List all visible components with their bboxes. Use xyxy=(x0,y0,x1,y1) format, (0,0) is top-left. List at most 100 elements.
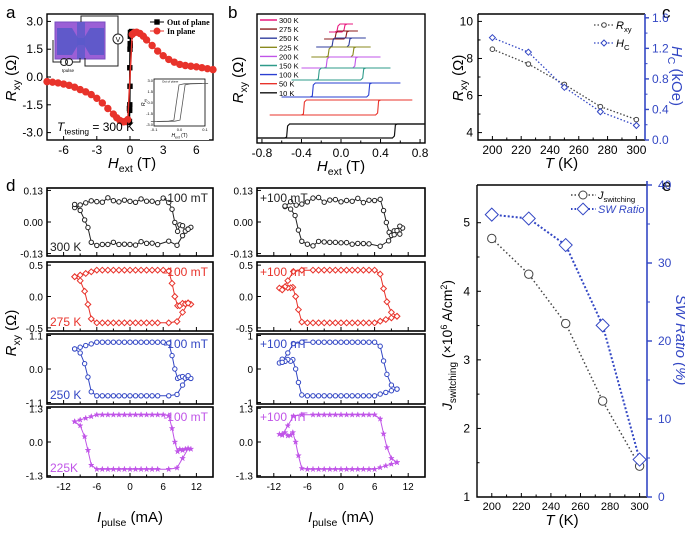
data-point xyxy=(71,346,78,352)
data-point xyxy=(176,445,184,453)
data-point xyxy=(371,339,378,345)
y2-tick-label: 40 xyxy=(658,178,672,192)
y2-tick-label: 0.4 xyxy=(652,102,669,116)
x-tick-label: 0.4 xyxy=(372,146,389,160)
data-point xyxy=(524,48,533,56)
data-point xyxy=(332,393,339,399)
inset-x-tick-label: -0.1 xyxy=(151,127,159,132)
y-tick-label: -0.5 xyxy=(26,324,44,335)
data-point xyxy=(309,465,317,473)
field-label: -100 mT xyxy=(163,337,208,351)
data-point xyxy=(127,339,133,345)
y-tick-label: 0.5 xyxy=(29,261,43,272)
data-point xyxy=(159,51,167,60)
data-point xyxy=(168,424,176,432)
data-point xyxy=(343,239,350,246)
data-point xyxy=(383,389,389,396)
data-point xyxy=(331,266,339,274)
data-point xyxy=(321,339,327,345)
y-tick-label: 3.0 xyxy=(26,14,43,28)
data-point xyxy=(169,352,175,359)
data-point xyxy=(184,299,192,307)
y2-tick-label: 30 xyxy=(658,256,672,270)
data-point xyxy=(110,393,117,399)
data-point xyxy=(371,266,379,274)
y-tick-label: 4 xyxy=(466,126,473,140)
annotation-temperature: Ttesting = 300 K xyxy=(57,120,134,136)
data-point xyxy=(343,339,350,345)
plot-frame-c xyxy=(477,13,645,141)
data-point xyxy=(326,319,334,327)
voltmeter-icon xyxy=(112,33,124,45)
data-point xyxy=(337,411,345,418)
data-point xyxy=(81,217,88,223)
loop-branch-up xyxy=(311,46,371,58)
y-tick-label: 1 xyxy=(247,332,253,343)
data-point xyxy=(82,269,90,278)
data-point xyxy=(137,411,145,418)
y-axis-label: Rxy (Ω) xyxy=(230,57,250,104)
data-point xyxy=(174,228,181,235)
legend-label: 50 K xyxy=(279,80,294,89)
data-point xyxy=(116,199,122,205)
x-tick-label: 6 xyxy=(372,482,378,493)
x-axis-label: T (K) xyxy=(545,155,578,172)
data-point xyxy=(148,465,156,473)
y-tick-label: 0.00 xyxy=(234,218,254,229)
loop-branch-up xyxy=(281,82,401,98)
y-tick-label: -0.13 xyxy=(230,250,253,261)
data-point xyxy=(321,393,327,399)
data-point xyxy=(597,396,608,406)
data-point xyxy=(376,415,384,422)
x-tick-label: 0.0 xyxy=(333,146,350,160)
data-point xyxy=(165,411,173,419)
data-point xyxy=(387,460,395,468)
data-point xyxy=(109,465,117,473)
y-tick-label: 5 xyxy=(463,216,470,230)
data-point xyxy=(94,198,100,205)
data-point xyxy=(109,266,117,274)
data-point xyxy=(143,465,151,473)
inset-y-axis-label: Rxy xyxy=(141,99,147,106)
field-label: +100 mT xyxy=(260,410,308,424)
data-point xyxy=(87,315,95,323)
data-point xyxy=(394,227,400,234)
data-point xyxy=(359,465,367,473)
x-tick-label: -0.4 xyxy=(291,146,312,160)
data-point xyxy=(377,196,383,203)
data-point xyxy=(397,231,403,237)
data-point xyxy=(366,393,372,399)
data-point xyxy=(127,198,133,205)
data-point xyxy=(299,339,305,345)
data-point xyxy=(104,319,112,327)
data-point xyxy=(354,266,362,274)
data-point xyxy=(137,319,145,327)
data-point xyxy=(127,46,133,52)
legend-label: 275 K xyxy=(279,25,299,34)
data-point xyxy=(309,319,317,327)
loop-branch-up xyxy=(301,56,381,69)
loop-branch-down xyxy=(316,37,366,48)
data-point xyxy=(148,41,156,50)
data-point xyxy=(143,393,150,399)
data-point xyxy=(149,339,155,345)
data-point xyxy=(104,411,112,418)
data-point xyxy=(371,465,379,473)
data-point xyxy=(104,104,112,113)
data-point xyxy=(160,339,166,345)
data-point xyxy=(327,197,333,203)
data-point xyxy=(360,393,367,399)
data-point xyxy=(171,292,179,301)
data-point xyxy=(382,315,390,324)
data-point xyxy=(371,411,379,418)
data-point xyxy=(388,382,395,388)
data-point xyxy=(371,197,378,204)
data-point xyxy=(304,241,311,247)
data-point xyxy=(121,197,128,203)
data-point xyxy=(178,308,187,316)
data-point xyxy=(138,238,144,245)
legend-label: HC xyxy=(616,38,630,52)
y-tick-label: -0.13 xyxy=(20,250,43,261)
data-point xyxy=(127,241,133,248)
data-point xyxy=(159,411,167,418)
